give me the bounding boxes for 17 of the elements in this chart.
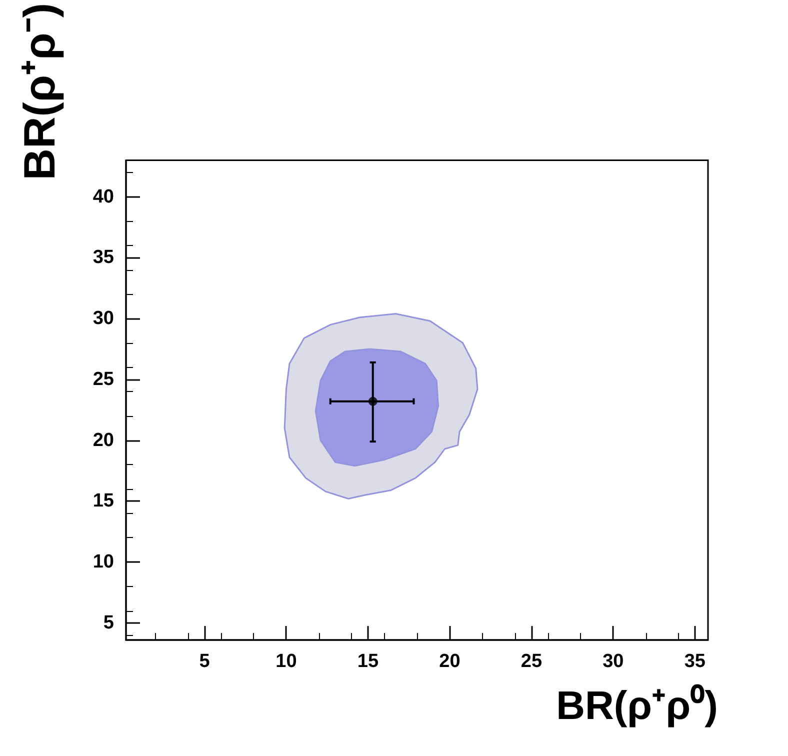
x-tick-label: 25: [520, 651, 542, 672]
y-tick-label: 40: [92, 186, 114, 208]
x-tick-label: 5: [199, 651, 210, 672]
x-tick-label: 20: [439, 651, 460, 672]
y-axis-title: BR(ρ⁺ρ⁻): [16, 3, 64, 180]
y-tick-label: 35: [92, 247, 114, 268]
y-tick-label: 25: [92, 368, 114, 390]
x-tick-label: 30: [602, 651, 624, 672]
x-tick-label: 15: [357, 651, 379, 672]
y-tick-label: 10: [92, 552, 114, 573]
y-tick-label: 20: [92, 430, 114, 451]
y-tick-label: 5: [103, 612, 114, 634]
y-tick-label: 15: [92, 490, 114, 512]
x-axis-title: BR(ρ⁺ρ⁰): [556, 684, 718, 728]
x-tick-label: 10: [276, 651, 297, 672]
y-tick-label: 30: [92, 308, 114, 330]
x-tick-label: 35: [684, 651, 706, 672]
